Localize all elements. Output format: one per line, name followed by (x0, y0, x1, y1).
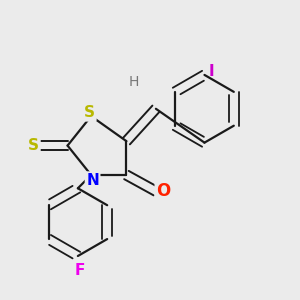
Text: S: S (28, 138, 39, 153)
Text: F: F (74, 263, 85, 278)
Text: S: S (84, 105, 95, 120)
Text: I: I (209, 64, 214, 80)
Text: H: H (129, 75, 139, 89)
Text: N: N (86, 173, 99, 188)
Text: O: O (156, 182, 170, 200)
